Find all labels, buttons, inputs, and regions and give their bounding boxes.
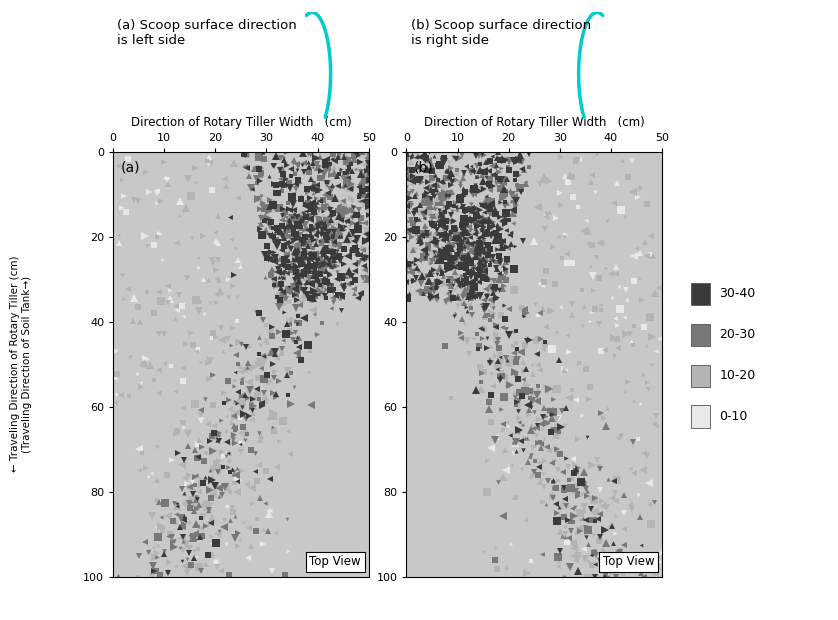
Bar bbox=[691, 365, 711, 387]
Text: 20-30: 20-30 bbox=[719, 329, 756, 341]
Bar bbox=[691, 324, 711, 346]
Text: Top View: Top View bbox=[603, 555, 654, 568]
Text: (a) Scoop surface direction
is left side: (a) Scoop surface direction is left side bbox=[117, 19, 297, 46]
Text: (b) Scoop surface direction
is right side: (b) Scoop surface direction is right sid… bbox=[411, 19, 591, 46]
Text: 10-20: 10-20 bbox=[719, 370, 756, 382]
X-axis label: Direction of Rotary Tiller Width   (cm): Direction of Rotary Tiller Width (cm) bbox=[424, 116, 644, 129]
Text: Top View: Top View bbox=[309, 555, 361, 568]
X-axis label: Direction of Rotary Tiller Width   (cm): Direction of Rotary Tiller Width (cm) bbox=[131, 116, 351, 129]
Text: 30-40: 30-40 bbox=[719, 288, 756, 300]
Text: ← Traveling Direction of Rotary Tiller (cm)
(Traveling Direction of Soil Tank→): ← Traveling Direction of Rotary Tiller (… bbox=[10, 256, 32, 472]
Bar bbox=[691, 283, 711, 305]
Text: (b): (b) bbox=[414, 161, 434, 174]
Text: 0-10: 0-10 bbox=[719, 410, 747, 423]
Text: (a): (a) bbox=[121, 161, 140, 174]
Bar bbox=[691, 405, 711, 428]
